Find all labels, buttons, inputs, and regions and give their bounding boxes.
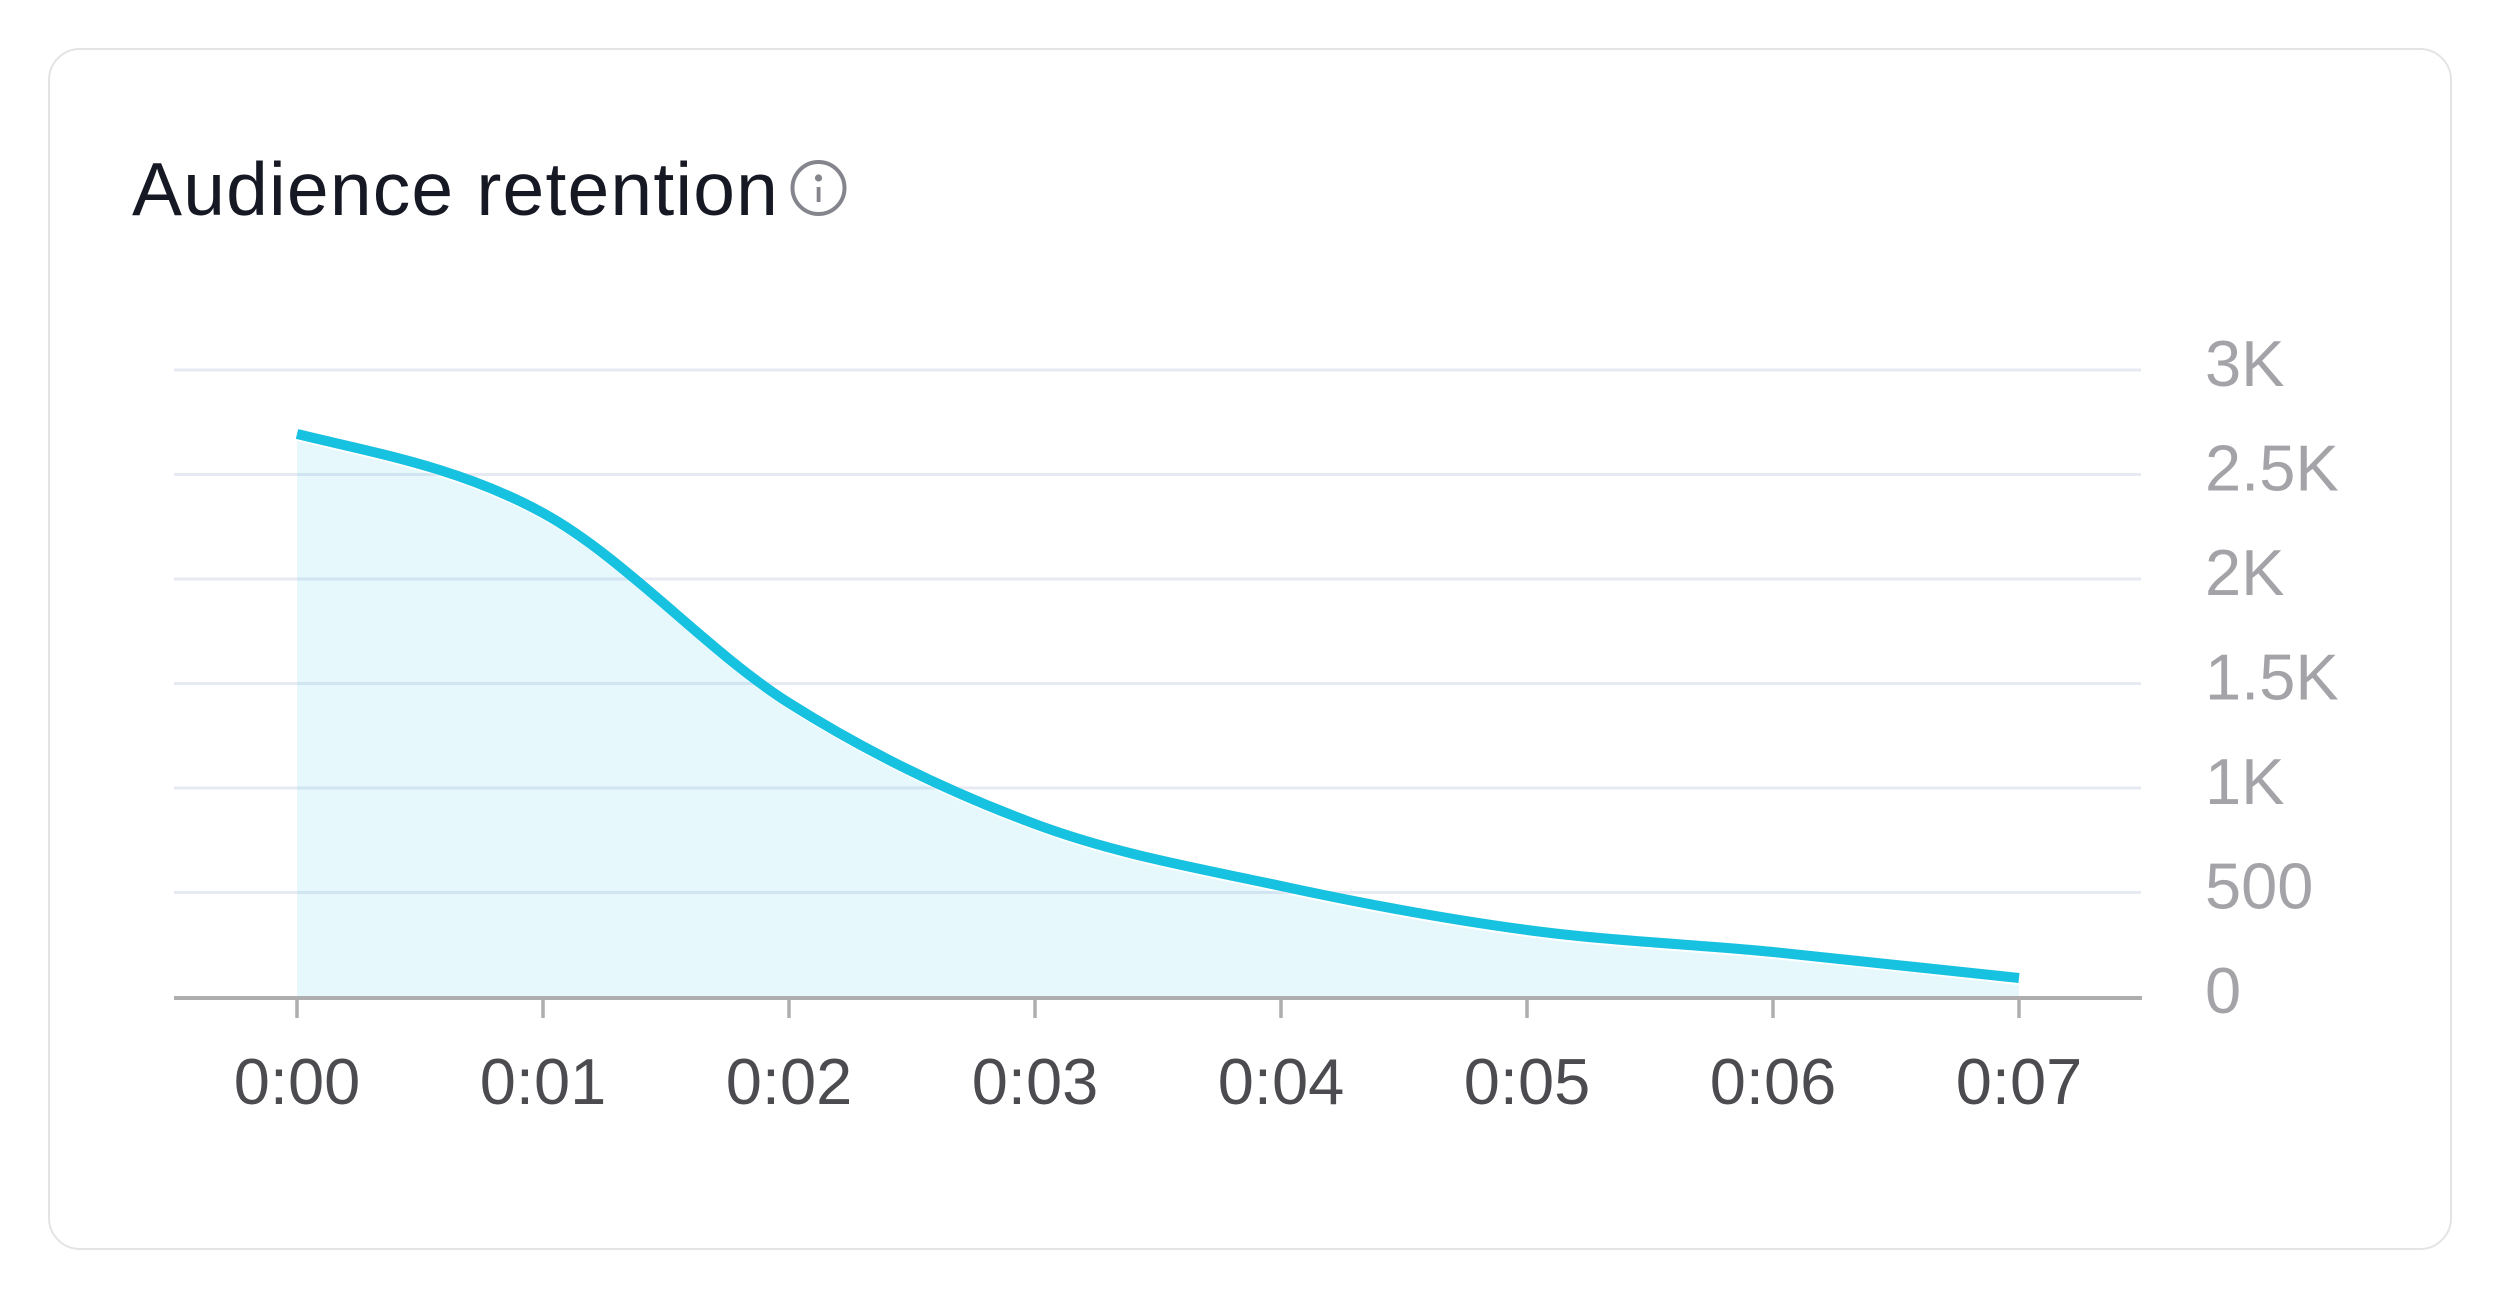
svg-text:3K: 3K	[2205, 327, 2285, 400]
svg-text:500: 500	[2205, 850, 2313, 923]
svg-text:0:04: 0:04	[1218, 1045, 1345, 1118]
svg-text:0: 0	[2205, 954, 2241, 1027]
svg-text:0:02: 0:02	[726, 1045, 853, 1118]
svg-text:0:01: 0:01	[480, 1045, 607, 1118]
svg-text:0:06: 0:06	[1710, 1045, 1837, 1118]
svg-text:2.5K: 2.5K	[2205, 432, 2339, 505]
svg-text:1.5K: 1.5K	[2205, 641, 2339, 714]
svg-text:0:03: 0:03	[972, 1045, 1099, 1118]
svg-text:1K: 1K	[2205, 745, 2285, 818]
svg-text:0:00: 0:00	[234, 1045, 361, 1118]
svg-text:2K: 2K	[2205, 536, 2285, 609]
svg-text:0:07: 0:07	[1956, 1045, 2083, 1118]
svg-text:0:05: 0:05	[1464, 1045, 1591, 1118]
